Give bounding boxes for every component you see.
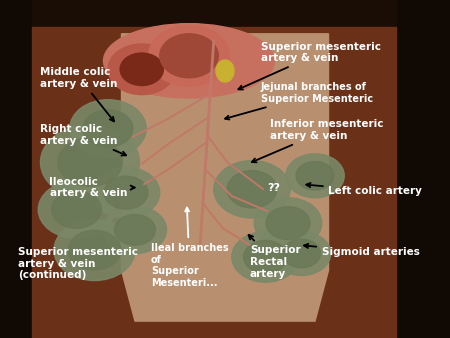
Circle shape (227, 171, 277, 208)
Circle shape (296, 162, 334, 190)
Circle shape (286, 154, 344, 198)
Text: Middle colic
artery & vein: Middle colic artery & vein (40, 67, 118, 121)
Circle shape (104, 206, 166, 254)
Text: ??: ?? (268, 183, 281, 193)
Circle shape (92, 167, 160, 218)
Text: Left colic artery: Left colic artery (306, 183, 423, 196)
Circle shape (83, 110, 133, 147)
Circle shape (283, 239, 320, 268)
Ellipse shape (216, 60, 234, 82)
Text: Superior
Rectal
artery: Superior Rectal artery (248, 235, 301, 279)
Circle shape (232, 232, 299, 282)
Circle shape (52, 191, 101, 228)
Text: Right colic
artery & vein: Right colic artery & vein (40, 124, 126, 155)
Circle shape (148, 25, 230, 86)
Polygon shape (122, 34, 328, 321)
Circle shape (266, 207, 310, 240)
Circle shape (54, 220, 135, 281)
Text: Ileocolic
artery & vein: Ileocolic artery & vein (50, 177, 135, 198)
Circle shape (243, 240, 288, 273)
Circle shape (272, 232, 331, 275)
Text: Jejunal branches of
Superior Mesenteric: Jejunal branches of Superior Mesenteric (225, 82, 373, 120)
Circle shape (40, 125, 140, 199)
Circle shape (114, 215, 156, 245)
Circle shape (254, 198, 322, 248)
Text: Superior mesenteric
artery & vein
(continued): Superior mesenteric artery & vein (conti… (18, 247, 138, 280)
Text: Ileal branches
of
Superior
Mesenteri...: Ileal branches of Superior Mesenteri... (151, 208, 228, 288)
Polygon shape (32, 27, 396, 338)
Bar (32, 0, 396, 41)
Circle shape (70, 100, 146, 157)
Circle shape (120, 53, 163, 86)
Text: Inferior mesenteric
artery & vein: Inferior mesenteric artery & vein (252, 119, 383, 162)
Circle shape (68, 231, 121, 270)
Circle shape (58, 138, 122, 186)
Polygon shape (396, 0, 450, 338)
Circle shape (104, 176, 148, 209)
Text: Superior mesenteric
artery & vein: Superior mesenteric artery & vein (238, 42, 381, 90)
Text: Sigmoid arteries: Sigmoid arteries (304, 244, 419, 257)
Circle shape (160, 34, 218, 78)
Polygon shape (0, 0, 32, 338)
Circle shape (108, 44, 176, 95)
Ellipse shape (104, 24, 274, 98)
Circle shape (214, 161, 290, 218)
Circle shape (38, 181, 115, 238)
